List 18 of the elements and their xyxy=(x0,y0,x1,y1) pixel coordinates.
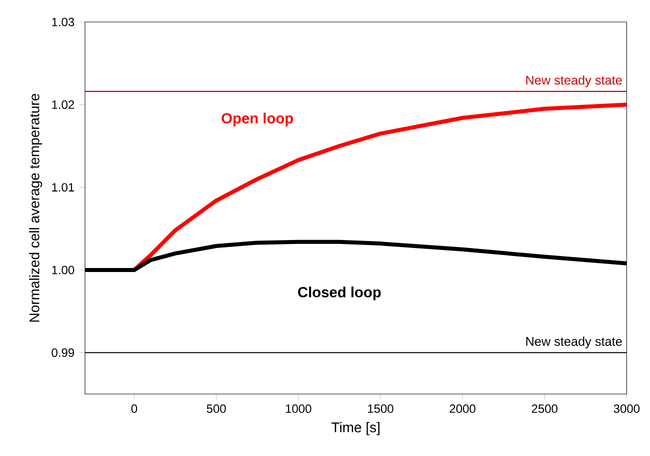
x-tick-label: 0 xyxy=(131,404,138,413)
y-tick-label: 1.01 xyxy=(52,183,74,192)
ref-line-label: New steady state xyxy=(526,336,622,348)
text: Closed loop xyxy=(298,286,381,300)
y-tick-label: 1.02 xyxy=(52,100,74,109)
x-tick-label: 500 xyxy=(206,404,226,413)
x-tick-label: 2500 xyxy=(532,404,558,413)
ref-line-label: New steady state xyxy=(526,75,622,88)
x-tick-label: 3000 xyxy=(614,404,640,413)
x-tick-label: 1500 xyxy=(368,404,394,413)
y-tick-label: 1.00 xyxy=(52,266,74,274)
x-tick-label: 2000 xyxy=(450,404,476,413)
y-tick-label: 1.03 xyxy=(52,18,74,26)
y-tick-label: 0.99 xyxy=(52,348,74,357)
text: Open loop xyxy=(222,112,293,126)
y-axis-title: Normalized cell average temperature xyxy=(29,94,42,322)
x-tick-label: 1000 xyxy=(286,404,312,413)
x-axis-title: Time [s] xyxy=(332,422,380,436)
